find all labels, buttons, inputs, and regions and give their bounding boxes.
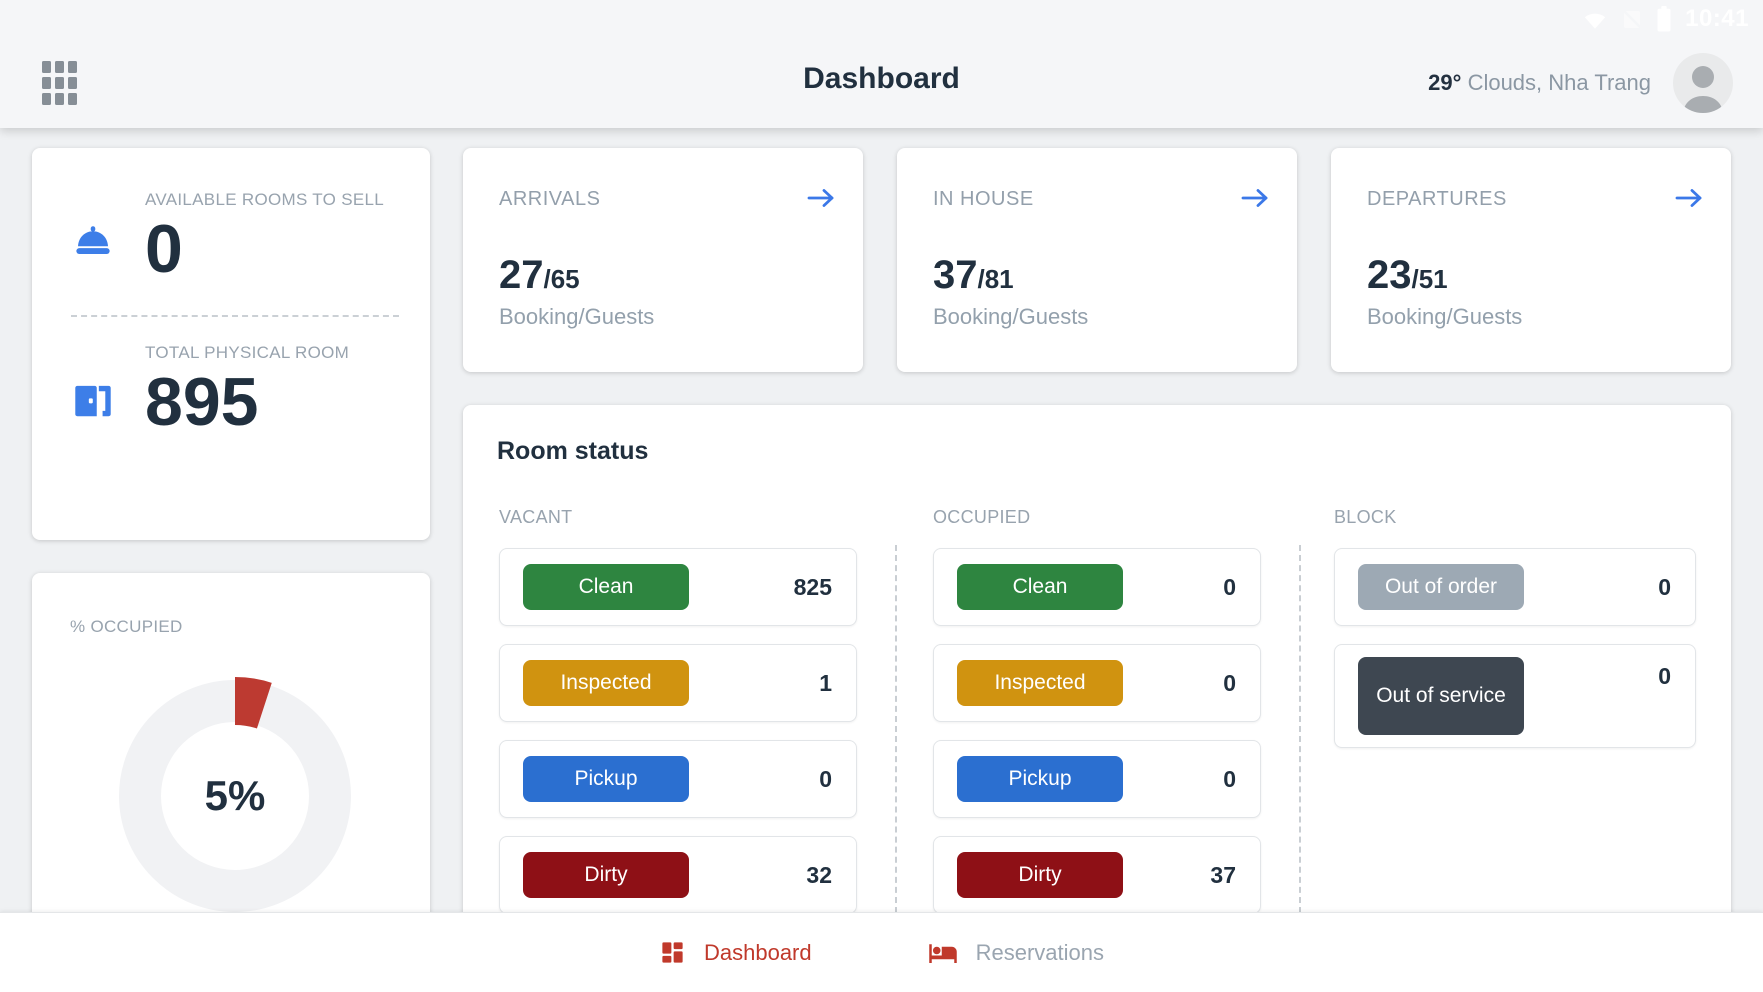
status-badge: Dirty [523,852,689,898]
total-rooms-label: TOTAL PHYSICAL ROOM [145,343,350,363]
status-badge: Out of service [1358,657,1524,735]
no-signal-icon [1622,9,1642,29]
bed-icon [928,943,957,963]
room-status-title: Room status [497,437,649,465]
nav-tab-dashboard[interactable]: Dashboard [659,939,812,966]
user-avatar[interactable] [1673,53,1733,113]
occupied-dirty-row[interactable]: Dirty 37 [933,836,1261,914]
in-house-value: 37 [933,253,978,297]
available-rooms-label: AVAILABLE ROOMS TO SELL [145,190,385,209]
clock: 10:41 [1685,5,1749,32]
row-value: 0 [819,765,832,792]
weather-temp: 29° [1428,70,1462,95]
arrow-right-icon[interactable] [805,186,837,215]
status-badge: Dirty [957,852,1123,898]
arrivals-value: 27 [499,253,544,297]
occupied-pickup-row[interactable]: Pickup 0 [933,740,1261,818]
arrow-right-icon[interactable] [1239,186,1271,215]
dashboard-icon [662,942,683,963]
occupied-column: OCCUPIED Clean 0 Inspected 0 Pickup 0 Di… [933,507,1261,932]
top-bar: 10:41 Dashboard 29° Clouds, Nha Trang [0,0,1763,128]
wifi-icon [1584,13,1606,29]
available-rooms-section: AVAILABLE ROOMS TO SELL 0 [32,148,430,285]
apps-menu-icon[interactable] [36,60,82,106]
divider [1299,545,1301,913]
departures-card[interactable]: DEPARTURES 23 /51 Booking/Guests [1331,148,1731,372]
nav-label: Reservations [975,939,1105,965]
vacant-clean-row[interactable]: Clean 825 [499,548,857,626]
status-badge: Out of order [1358,564,1524,610]
arrivals-total: /65 [543,264,580,294]
status-badge: Inspected [957,660,1123,706]
occupied-inspected-row[interactable]: Inspected 0 [933,644,1261,722]
row-value: 825 [793,573,832,600]
available-rooms-value: 0 [145,211,183,287]
block-out-of-service-row[interactable]: Out of service 0 [1334,644,1696,748]
vacant-label: VACANT [499,507,573,527]
block-out-of-order-row[interactable]: Out of order 0 [1334,548,1696,626]
occupancy-percent: 5% [204,772,266,819]
in-house-total: /81 [977,264,1014,294]
total-rooms-section: TOTAL PHYSICAL ROOM 895 [32,317,430,438]
status-badge: Clean [523,564,689,610]
status-badge: Inspected [523,660,689,706]
arrivals-card[interactable]: ARRIVALS 27 /65 Booking/Guests [463,148,863,372]
row-value: 37 [1210,861,1236,888]
row-value: 0 [1223,669,1236,696]
occupancy-label: % OCCUPIED [70,617,183,636]
row-value: 0 [1223,765,1236,792]
row-value: 1 [819,669,832,696]
block-label: BLOCK [1334,507,1397,527]
occupied-clean-row[interactable]: Clean 0 [933,548,1261,626]
arrivals-label: ARRIVALS [499,188,601,210]
nav-label: Dashboard [703,939,812,965]
rooms-summary-card: AVAILABLE ROOMS TO SELL 0 TOTAL PHYSICAL… [32,148,430,540]
arrow-right-icon[interactable] [1673,186,1705,215]
weather-info: 29° Clouds, Nha Trang [1428,70,1651,96]
battery-icon [1657,6,1671,32]
divider [895,545,897,913]
status-bar: 10:41 [1582,0,1749,38]
weather-desc: Clouds, Nha Trang [1461,70,1651,95]
divider [71,315,399,318]
bottom-navigation: Dashboard Reservations [0,912,1763,992]
room-status-card: Room status VACANT Clean 825 Inspected 1… [463,405,1731,935]
person-icon [1683,66,1723,113]
donut-occupied-arc [116,677,354,915]
in-house-label: IN HOUSE [933,188,1034,210]
in-house-card[interactable]: IN HOUSE 37 /81 Booking/Guests [897,148,1297,372]
row-value: 32 [806,861,832,888]
row-value: 0 [1658,663,1671,689]
vacant-pickup-row[interactable]: Pickup 0 [499,740,857,818]
row-value: 0 [1658,573,1671,600]
status-badge: Pickup [523,756,689,802]
app-header: Dashboard 29° Clouds, Nha Trang [0,38,1763,128]
occupied-label: OCCUPIED [933,507,1031,527]
vacant-dirty-row[interactable]: Dirty 32 [499,836,857,914]
row-value: 0 [1223,573,1236,600]
status-badge: Pickup [957,756,1123,802]
door-icon [67,375,119,430]
in-house-caption: Booking/Guests [933,304,1089,329]
page-title: Dashboard [803,62,960,95]
status-badge: Clean [957,564,1123,610]
nav-tab-reservations[interactable]: Reservations [928,938,1104,968]
vacant-inspected-row[interactable]: Inspected 1 [499,644,857,722]
vacant-column: VACANT Clean 825 Inspected 1 Pickup 0 Di… [499,507,857,932]
departures-caption: Booking/Guests [1367,304,1523,329]
arrivals-caption: Booking/Guests [499,304,655,329]
occupancy-donut-chart: 5% [100,661,370,931]
service-bell-icon [67,220,119,275]
departures-label: DEPARTURES [1367,188,1507,210]
block-column: BLOCK Out of order 0 Out of service 0 [1334,507,1696,766]
departures-value: 23 [1367,253,1412,297]
departures-total: /51 [1411,264,1448,294]
total-rooms-value: 895 [145,364,259,441]
